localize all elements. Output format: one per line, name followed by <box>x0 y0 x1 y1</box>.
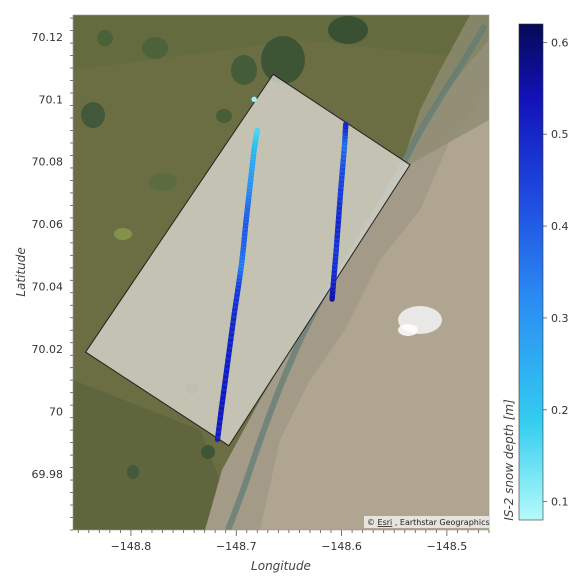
snow-depth-point <box>251 96 257 102</box>
colorbar-ticks: 0.1 0.2 0.3 0.4 0.5 0.6 <box>543 36 569 509</box>
y-tick-label: 70.12 <box>32 31 64 44</box>
colorbar-tick-label: 0.3 <box>551 312 569 325</box>
colorbar-gradient <box>518 23 544 521</box>
colorbar-tick-label: 0.4 <box>551 220 569 233</box>
colorbar-label: IS-2 snow depth [m] <box>502 399 516 521</box>
map-frame <box>72 14 490 531</box>
y-tick-label: 70.1 <box>39 93 64 106</box>
y-axis-title: Latitude <box>14 247 28 296</box>
y-tick-label: 70.02 <box>32 343 64 356</box>
y-tick-label: 70 <box>49 405 63 418</box>
y-tick-label: 70.04 <box>32 281 64 294</box>
attribution-symbol: © <box>367 518 375 527</box>
y-axis: 69.98 70 70.02 70.04 70.06 70.08 70.1 70.12 <box>32 17 73 531</box>
colorbar-tick-label: 0.5 <box>551 128 569 141</box>
colorbar-tick-label: 0.6 <box>551 36 569 49</box>
attribution-text: © Esri , Earthstar Geographics <box>367 518 490 527</box>
x-tick-label: −148.5 <box>427 540 468 553</box>
colorbar-tick-label: 0.1 <box>551 496 569 509</box>
snow-depth-point <box>254 127 261 134</box>
attribution-link[interactable]: Esri <box>378 518 393 527</box>
attribution-rest: , Earthstar Geographics <box>395 518 490 527</box>
x-tick-label: −148.8 <box>111 540 152 553</box>
satellite-footprint-polygon <box>84 73 411 447</box>
snow-depth-points <box>214 96 349 443</box>
y-tick-label: 69.98 <box>32 468 64 481</box>
x-tick-label: −148.6 <box>321 540 362 553</box>
x-tick-label: −148.7 <box>216 540 257 553</box>
snow-depth-point <box>343 121 349 127</box>
y-tick-label: 70.08 <box>32 156 64 169</box>
y-tick-label: 70.06 <box>32 218 64 231</box>
x-axis: −148.8 −148.7 −148.6 −148.5 <box>77 530 490 553</box>
colorbar-tick-label: 0.2 <box>551 404 569 417</box>
x-axis-title: Longitude <box>251 559 311 573</box>
colorbar: 0.1 0.2 0.3 0.4 0.5 0.6 IS-2 snow depth [m] <box>502 23 569 521</box>
map-attribution: © Esri , Earthstar Geographics <box>364 516 490 528</box>
